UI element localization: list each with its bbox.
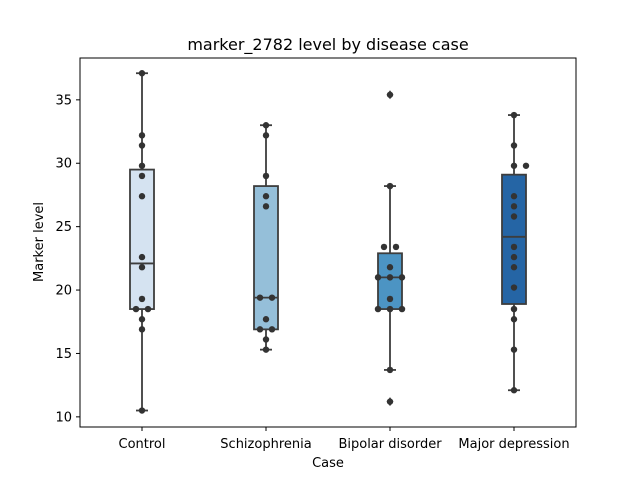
data-point bbox=[398, 274, 406, 281]
data-point bbox=[262, 203, 270, 210]
box bbox=[253, 185, 279, 331]
data-point bbox=[510, 213, 518, 220]
data-point bbox=[398, 305, 406, 313]
x-axis-label: Case bbox=[312, 456, 344, 471]
x-tick-label: Control bbox=[119, 437, 166, 452]
data-point bbox=[138, 295, 146, 303]
data-point bbox=[262, 193, 270, 200]
y-tick-label: 25 bbox=[55, 220, 72, 235]
data-point bbox=[138, 407, 146, 414]
data-point bbox=[386, 366, 394, 374]
data-point bbox=[510, 243, 518, 251]
data-point bbox=[262, 316, 270, 323]
data-point bbox=[386, 274, 394, 281]
data-point bbox=[510, 284, 518, 291]
data-point bbox=[510, 142, 518, 149]
x-tick-label: Schizophrenia bbox=[220, 437, 311, 452]
data-point bbox=[138, 193, 146, 200]
chart-title: marker_2782 level by disease case bbox=[187, 35, 468, 55]
data-point bbox=[262, 122, 270, 129]
data-point bbox=[256, 326, 264, 333]
data-point bbox=[510, 111, 518, 119]
data-point bbox=[386, 295, 394, 303]
data-point bbox=[138, 264, 146, 271]
axes-frame bbox=[79, 57, 577, 428]
data-point bbox=[144, 305, 152, 313]
data-point bbox=[262, 132, 270, 139]
data-point bbox=[510, 193, 518, 200]
y-axis: 10 15 20 25 30 35 bbox=[55, 93, 80, 425]
data-point bbox=[510, 305, 518, 313]
x-axis: Control Schizophrenia Bipolar disorder Majo… bbox=[119, 427, 570, 452]
data-point bbox=[510, 316, 518, 323]
y-tick-label: 30 bbox=[55, 157, 72, 172]
data-point bbox=[522, 162, 530, 169]
data-point bbox=[374, 274, 382, 281]
data-point bbox=[386, 264, 394, 271]
data-point bbox=[380, 243, 388, 251]
data-point bbox=[262, 172, 270, 180]
data-point bbox=[138, 316, 146, 323]
data-point bbox=[510, 264, 518, 271]
data-point bbox=[510, 203, 518, 210]
data-point bbox=[138, 132, 146, 139]
y-axis-label: Marker level bbox=[32, 202, 47, 282]
data-point bbox=[138, 162, 146, 169]
data-point bbox=[138, 253, 146, 261]
y-tick-label: 15 bbox=[55, 347, 72, 362]
plot-area bbox=[129, 70, 530, 414]
data-point bbox=[392, 243, 400, 251]
data-point bbox=[510, 162, 518, 169]
data-point bbox=[138, 326, 146, 333]
y-tick-label: 35 bbox=[55, 93, 72, 108]
data-point bbox=[510, 253, 518, 261]
data-point bbox=[138, 142, 146, 149]
data-point bbox=[262, 346, 270, 353]
box bbox=[129, 168, 155, 310]
y-tick-label: 20 bbox=[55, 284, 72, 299]
data-point bbox=[386, 182, 394, 190]
y-tick-label: 10 bbox=[55, 410, 72, 425]
x-tick-label: Major depression bbox=[458, 437, 569, 452]
data-point bbox=[386, 91, 394, 98]
data-point bbox=[138, 172, 146, 180]
data-point bbox=[256, 294, 264, 301]
x-tick-label: Bipolar disorder bbox=[338, 437, 442, 452]
data-point bbox=[138, 70, 146, 77]
data-point bbox=[268, 326, 276, 333]
data-point bbox=[374, 305, 382, 313]
data-point bbox=[386, 305, 394, 313]
data-point bbox=[268, 294, 276, 301]
data-point bbox=[132, 305, 140, 313]
data-point bbox=[510, 387, 518, 394]
data-point bbox=[262, 336, 270, 343]
data-point bbox=[386, 398, 394, 405]
data-point bbox=[510, 346, 518, 353]
